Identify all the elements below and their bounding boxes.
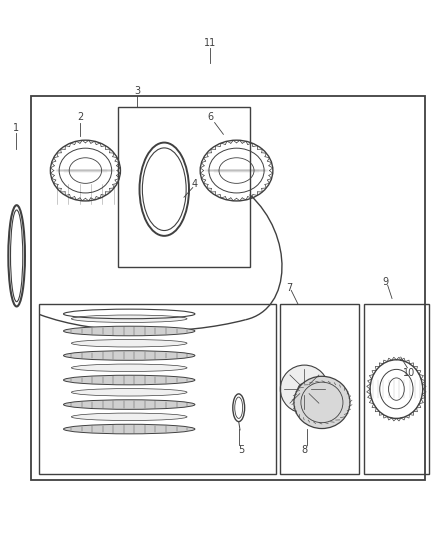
Text: 2: 2	[77, 112, 83, 122]
Ellipse shape	[71, 364, 187, 372]
Text: 11: 11	[204, 38, 216, 47]
Bar	[39, 304, 276, 474]
Ellipse shape	[298, 383, 311, 395]
Bar	[280, 304, 359, 474]
Ellipse shape	[71, 413, 187, 421]
Ellipse shape	[64, 424, 195, 434]
Ellipse shape	[71, 389, 187, 396]
Text: 5: 5	[239, 446, 245, 455]
Text: 9: 9	[382, 278, 389, 287]
Bar	[118, 107, 250, 266]
Ellipse shape	[71, 315, 187, 322]
Text: 8: 8	[301, 446, 307, 455]
Ellipse shape	[64, 351, 195, 360]
Text: 1: 1	[13, 123, 19, 133]
Bar	[364, 304, 429, 474]
Ellipse shape	[64, 375, 195, 385]
Text: 10: 10	[403, 368, 416, 378]
Ellipse shape	[280, 365, 328, 413]
Text: 7: 7	[286, 283, 292, 293]
Ellipse shape	[64, 326, 195, 336]
Text: 6: 6	[207, 112, 213, 122]
Ellipse shape	[64, 400, 195, 409]
Ellipse shape	[71, 340, 187, 347]
Bar	[31, 96, 425, 480]
Ellipse shape	[294, 376, 350, 429]
Text: 4: 4	[192, 179, 198, 189]
Text: 3: 3	[134, 86, 140, 95]
